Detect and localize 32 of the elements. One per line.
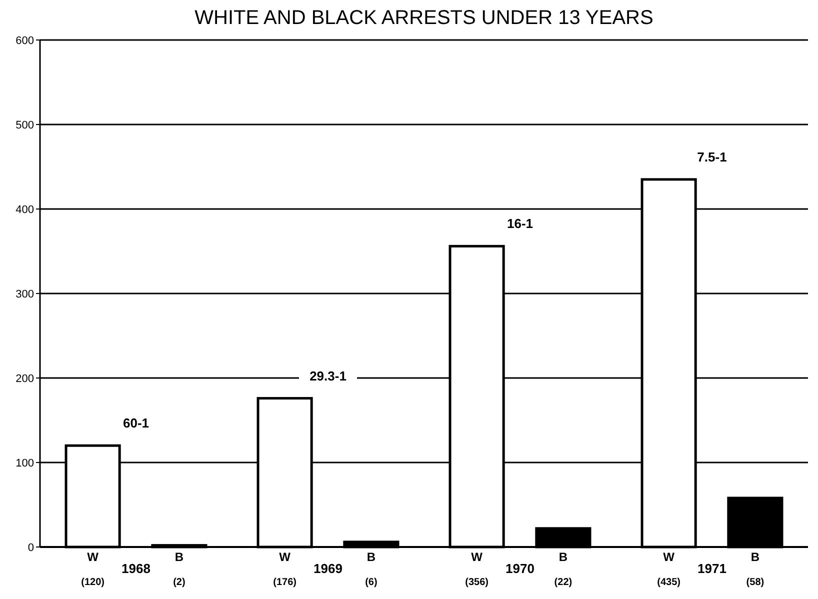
text: W	[279, 550, 290, 564]
data-label: (22)	[554, 577, 572, 588]
y-tick-label: 600	[16, 34, 34, 47]
y-tick-label: 400	[16, 204, 34, 216]
x-tick-label: 1970	[506, 561, 534, 576]
text: W	[471, 550, 482, 564]
y-tick-label: 300	[16, 288, 34, 300]
annotation: 60-1	[122, 416, 150, 431]
annotation: 7.5-1	[697, 149, 727, 164]
x-tick-label: 1968	[122, 561, 150, 576]
chart-title: WHITE AND BLACK ARRESTS UNDER 13 YEARS	[194, 7, 654, 29]
series-label: B	[174, 550, 184, 564]
y-tick-label: 100	[16, 457, 34, 470]
series-label: W	[87, 550, 100, 564]
data-label: (356)	[465, 577, 488, 588]
text: B	[366, 550, 376, 564]
data-label: (120)	[81, 577, 104, 588]
annotation: 16-1	[506, 216, 534, 232]
y-tick-label: 0	[28, 542, 34, 554]
data-label: (2)	[173, 577, 186, 588]
data-label: (435)	[657, 577, 680, 588]
y-tick-label: 200	[16, 372, 34, 385]
text: B	[558, 550, 568, 564]
x-tick-label: 1969	[314, 561, 342, 576]
data-label: (58)	[746, 577, 764, 588]
text: B	[750, 550, 760, 564]
data-label: (176)	[273, 577, 296, 588]
y-tick-label: 500	[16, 119, 34, 132]
annotation: 29.3-1	[310, 368, 346, 384]
x-tick-label: 1971	[698, 561, 726, 576]
data-label: (6)	[365, 577, 378, 588]
text: W	[663, 550, 674, 564]
